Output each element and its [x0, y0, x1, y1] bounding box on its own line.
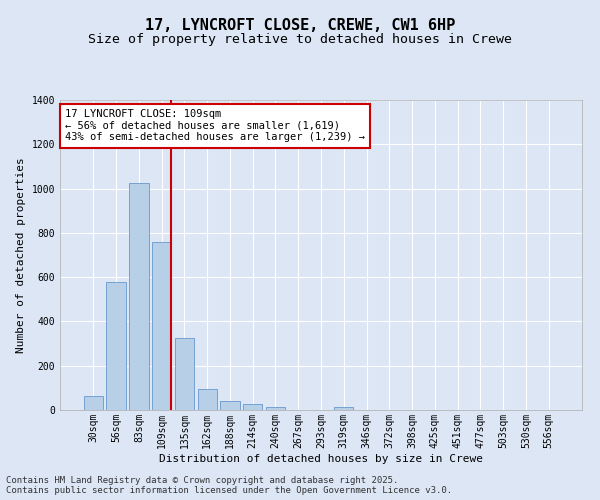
Bar	[152, 242, 172, 410]
Bar	[175, 338, 194, 410]
Bar	[129, 183, 149, 410]
Text: Size of property relative to detached houses in Crewe: Size of property relative to detached ho…	[88, 32, 512, 46]
Bar	[197, 389, 217, 410]
Bar	[334, 406, 353, 410]
Bar	[266, 406, 285, 410]
X-axis label: Distribution of detached houses by size in Crewe: Distribution of detached houses by size …	[159, 454, 483, 464]
Bar	[106, 282, 126, 410]
Bar	[243, 404, 262, 410]
Text: 17 LYNCROFT CLOSE: 109sqm
← 56% of detached houses are smaller (1,619)
43% of se: 17 LYNCROFT CLOSE: 109sqm ← 56% of detac…	[65, 110, 365, 142]
Text: Contains HM Land Registry data © Crown copyright and database right 2025.
Contai: Contains HM Land Registry data © Crown c…	[6, 476, 452, 495]
Y-axis label: Number of detached properties: Number of detached properties	[16, 157, 26, 353]
Bar	[84, 396, 103, 410]
Text: 17, LYNCROFT CLOSE, CREWE, CW1 6HP: 17, LYNCROFT CLOSE, CREWE, CW1 6HP	[145, 18, 455, 32]
Bar	[220, 401, 239, 410]
